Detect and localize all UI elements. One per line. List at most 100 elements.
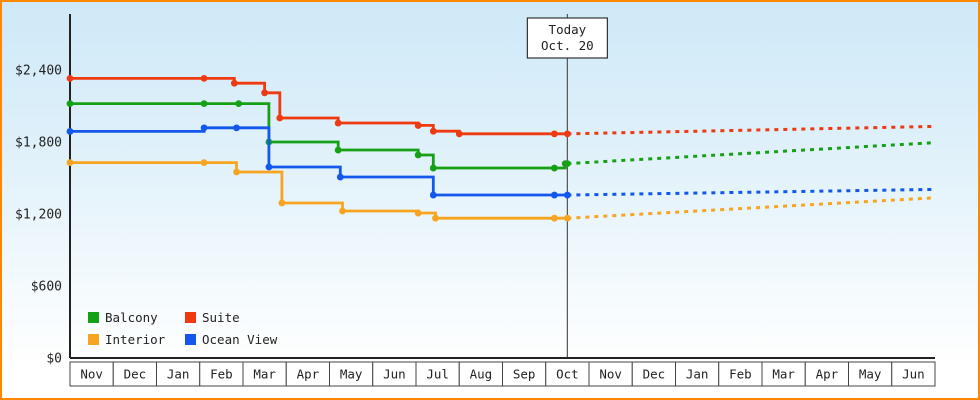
data-point-suite xyxy=(334,119,342,127)
legend-item-balcony: Balcony xyxy=(88,310,185,325)
month-label: Aug xyxy=(470,367,493,382)
legend-label-suite: Suite xyxy=(202,310,240,325)
data-point-suite xyxy=(551,130,558,138)
legend-item-suite: Suite xyxy=(185,310,277,325)
data-point-ocean-view xyxy=(200,124,208,132)
today-marker-box xyxy=(526,17,608,59)
month-cell xyxy=(372,361,417,387)
month-cell xyxy=(112,361,157,387)
data-point-ocean-view xyxy=(551,191,558,199)
month-cell xyxy=(156,361,201,387)
month-cell xyxy=(675,361,720,387)
data-point-ocean-view xyxy=(563,191,571,199)
data-point-ocean-view xyxy=(66,128,74,135)
month-cell xyxy=(848,361,893,387)
month-label: Dec xyxy=(643,367,666,382)
month-label: Nov xyxy=(80,367,103,382)
y-tick-label: $1,200 xyxy=(15,208,62,223)
month-label: Feb xyxy=(210,367,233,382)
month-label: Oct xyxy=(556,367,579,382)
month-label: Apr xyxy=(816,367,839,382)
month-cell xyxy=(891,361,936,387)
legend-label-ocean-view: Ocean View xyxy=(202,332,278,347)
data-point-interior xyxy=(551,214,558,222)
data-point-ocean-view xyxy=(233,124,240,132)
series-line-suite xyxy=(70,77,568,136)
data-point-interior xyxy=(278,199,286,207)
month-label: May xyxy=(340,367,363,382)
legend-item-ocean-view: Ocean View xyxy=(185,332,277,347)
data-point-suite xyxy=(66,75,74,82)
suite-swatch-icon xyxy=(185,312,196,323)
month-label: Sep xyxy=(513,367,536,382)
balcony-swatch-icon xyxy=(88,312,99,323)
month-label: Jun xyxy=(902,367,925,382)
series-line-balcony xyxy=(70,102,568,170)
month-label: Mar xyxy=(772,367,795,382)
data-point-interior xyxy=(339,207,346,215)
forecast-line-interior xyxy=(567,196,936,220)
data-point-balcony xyxy=(563,160,571,168)
month-cell xyxy=(545,361,590,387)
data-point-balcony xyxy=(429,164,437,172)
month-cell xyxy=(718,361,763,387)
y-tick-label: $0 xyxy=(46,352,62,367)
month-cell xyxy=(631,361,676,387)
data-point-interior xyxy=(414,209,422,217)
data-point-suite xyxy=(414,122,422,129)
forecast-line-suite xyxy=(567,124,936,136)
legend-item-interior: Interior xyxy=(88,332,185,347)
data-point-interior xyxy=(233,168,240,176)
legend-label-balcony: Balcony xyxy=(105,310,158,325)
month-cell xyxy=(329,361,374,387)
data-point-ocean-view xyxy=(429,191,437,199)
data-point-balcony xyxy=(414,151,422,159)
ocean-view-swatch-icon xyxy=(185,334,196,345)
data-point-balcony xyxy=(200,100,208,107)
series-line-interior xyxy=(70,161,568,220)
data-point-ocean-view xyxy=(336,173,344,181)
month-cell xyxy=(199,361,244,387)
y-tick-label: $2,400 xyxy=(15,64,62,79)
today-label-line2: Oct. 20 xyxy=(541,38,594,53)
month-label: Jul xyxy=(426,367,449,382)
y-tick-label: $1,800 xyxy=(15,136,62,151)
data-point-suite xyxy=(261,89,269,97)
data-point-suite xyxy=(276,114,284,122)
data-point-interior xyxy=(66,159,74,167)
month-label: Mar xyxy=(253,367,276,382)
data-point-suite xyxy=(455,130,463,138)
forecast-line-balcony xyxy=(567,141,936,166)
month-label: Jan xyxy=(686,367,709,382)
forecast-line-ocean-view xyxy=(567,187,936,197)
data-point-balcony xyxy=(66,100,74,107)
data-point-suite xyxy=(230,79,238,87)
month-cell xyxy=(69,361,114,387)
month-label: Jan xyxy=(167,367,190,382)
data-point-suite xyxy=(429,127,437,135)
data-point-suite xyxy=(563,130,571,138)
legend-label-interior: Interior xyxy=(105,332,166,347)
month-cell xyxy=(804,361,849,387)
month-label: May xyxy=(859,367,882,382)
data-point-balcony xyxy=(551,164,558,172)
legend: Balcony Suite Interior Ocean View xyxy=(88,310,277,347)
month-label: Feb xyxy=(729,367,752,382)
today-label-line1: Today xyxy=(549,22,587,37)
month-label: Apr xyxy=(297,367,320,382)
data-point-interior xyxy=(432,214,439,222)
month-label: Jun xyxy=(383,367,406,382)
data-point-suite xyxy=(200,75,208,82)
month-label: Dec xyxy=(124,367,147,382)
month-cell xyxy=(502,361,547,387)
y-tick-label: $600 xyxy=(31,280,62,295)
data-point-ocean-view xyxy=(265,163,273,171)
month-label: Nov xyxy=(599,367,622,382)
data-point-interior xyxy=(200,159,208,167)
interior-swatch-icon xyxy=(88,334,99,345)
data-point-interior xyxy=(563,214,571,222)
data-point-balcony xyxy=(235,100,243,107)
month-cell xyxy=(588,361,633,387)
